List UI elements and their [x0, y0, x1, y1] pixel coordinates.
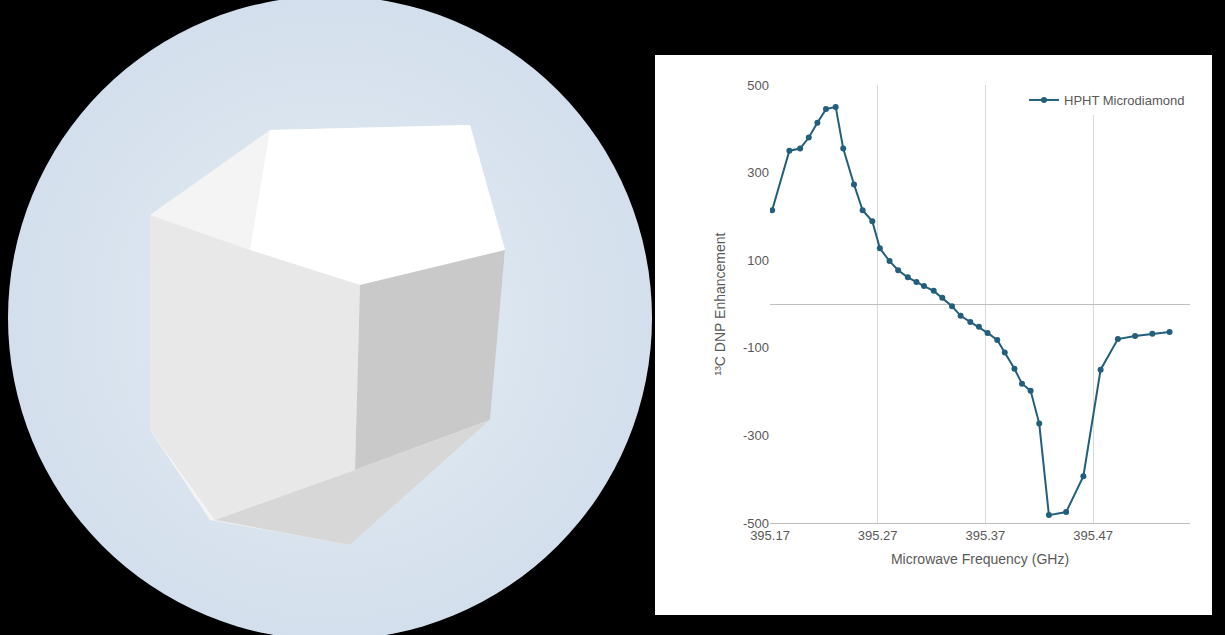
svg-text:500: 500: [747, 78, 769, 93]
svg-text:-500: -500: [743, 516, 769, 531]
svg-text:395.37: 395.37: [965, 528, 1005, 543]
svg-text:¹³C DNP Enhancement: ¹³C DNP Enhancement: [712, 232, 728, 375]
svg-text:395.47: 395.47: [1073, 528, 1113, 543]
svg-text:Microwave Frequency (GHz): Microwave Frequency (GHz): [891, 551, 1069, 567]
svg-text:395.17: 395.17: [750, 528, 790, 543]
svg-text:300: 300: [747, 165, 769, 180]
svg-text:-300: -300: [743, 428, 769, 443]
svg-text:HPHT Microdiamond: HPHT Microdiamond: [1064, 93, 1184, 108]
svg-text:100: 100: [747, 253, 769, 268]
svg-text:-100: -100: [743, 340, 769, 355]
svg-text:395.27: 395.27: [858, 528, 898, 543]
